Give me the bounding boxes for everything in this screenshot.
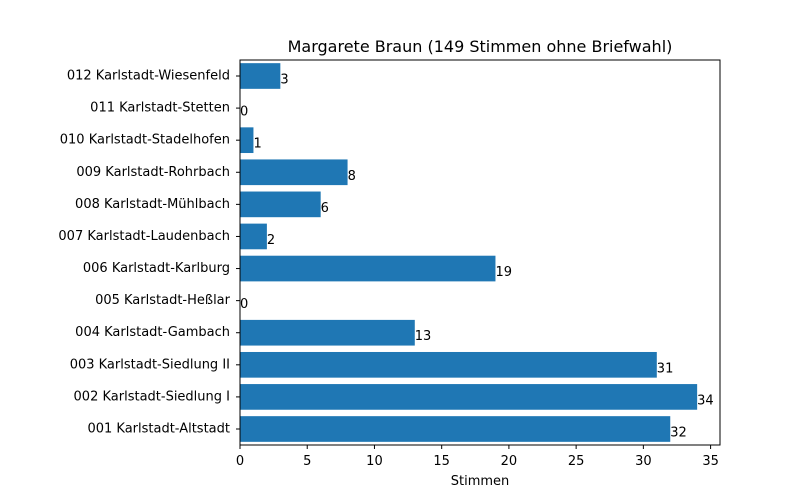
data-label: 19 xyxy=(495,265,512,280)
y-tick-label: 007 Karlstadt-Laudenbach xyxy=(58,229,230,244)
x-tick-label: 35 xyxy=(702,454,719,469)
x-tick-label: 30 xyxy=(635,454,652,469)
y-tick-label: 004 Karlstadt-Gambach xyxy=(75,325,230,340)
bar-7 xyxy=(240,223,267,250)
data-label: 31 xyxy=(657,361,674,376)
bar-4 xyxy=(240,319,415,346)
y-tick-label: 012 Karlstadt-Wiesenfeld xyxy=(67,69,230,84)
x-tick-label: 0 xyxy=(236,454,244,469)
data-label: 1 xyxy=(253,137,261,152)
bar-10 xyxy=(240,127,254,154)
data-label: 32 xyxy=(670,426,687,441)
data-label: 6 xyxy=(321,201,329,216)
bar-6 xyxy=(240,255,496,282)
y-axis-ticks: 001 Karlstadt-Altstadt 002 Karlstadt-Sied… xyxy=(58,69,240,437)
y-tick-label: 003 Karlstadt-Siedlung II xyxy=(70,357,230,372)
data-label: 2 xyxy=(267,233,275,248)
bar-9 xyxy=(240,159,348,186)
y-tick-label: 001 Karlstadt-Altstadt xyxy=(87,422,230,437)
y-tick-label: 009 Karlstadt-Rohrbach xyxy=(76,165,230,180)
y-tick-label: 008 Karlstadt-Mühlbach xyxy=(75,197,230,212)
bar-3 xyxy=(240,351,657,378)
y-tick-label: 010 Karlstadt-Stadelhofen xyxy=(60,133,230,148)
plot-frame xyxy=(239,59,721,446)
y-tick-label: 011 Karlstadt-Stetten xyxy=(90,101,230,116)
chart-title: Margarete Braun (149 Stimmen ohne Briefw… xyxy=(288,37,673,56)
x-tick-label: 15 xyxy=(433,454,450,469)
bar-2 xyxy=(240,384,698,410)
bars-group xyxy=(240,63,698,442)
data-label: 34 xyxy=(697,393,714,408)
data-label: 13 xyxy=(415,329,432,344)
data-label: 3 xyxy=(280,73,288,88)
bar-8 xyxy=(240,191,321,218)
x-axis-label: Stimmen xyxy=(451,474,510,489)
data-label: 0 xyxy=(240,105,248,120)
x-tick-label: 20 xyxy=(501,454,518,469)
y-tick-label: 002 Karlstadt-Siedlung I xyxy=(74,389,230,404)
data-label: 0 xyxy=(240,297,248,312)
bar-12 xyxy=(240,63,281,89)
x-tick-label: 5 xyxy=(303,454,311,469)
data-label: 8 xyxy=(348,169,356,184)
y-tick-label: 006 Karlstadt-Karlburg xyxy=(83,261,230,276)
x-tick-label: 10 xyxy=(366,454,383,469)
x-tick-label: 25 xyxy=(568,454,585,469)
bar-1 xyxy=(240,416,671,442)
y-tick-label: 005 Karlstadt-Heßlar xyxy=(95,293,231,308)
x-axis-ticks: 0 5 10 15 20 25 30 35 xyxy=(236,445,719,469)
